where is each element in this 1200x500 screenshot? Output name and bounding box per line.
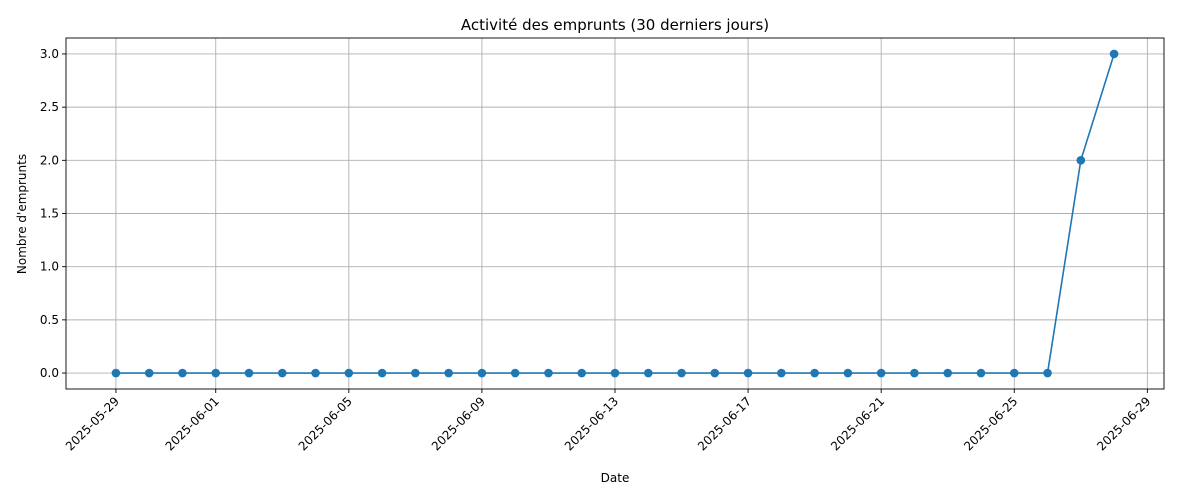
data-point [277,368,287,378]
x-tick-label: 2025-06-17 [695,394,754,453]
y-tick-label: 1.5 [40,207,59,221]
data-point [311,368,320,378]
x-tick-label: 2025-06-21 [828,394,887,453]
data-point [1009,368,1019,378]
chart-title: Activité des emprunts (30 derniers jours… [461,16,769,34]
data-point [111,368,121,378]
y-tick-label: 1.0 [40,260,59,274]
x-tick-label: 2025-06-09 [429,394,488,453]
x-tick-label: 2025-06-05 [296,394,355,453]
y-tick-label: 0.0 [40,366,59,380]
x-axis: 2025-05-29 2025-06-01 2025-06-05 2025-06-09… [63,389,1153,453]
data-point [344,368,354,378]
data-point [411,368,420,378]
y-tick-label: 0.5 [40,313,59,327]
x-tick-label: 2025-05-29 [63,394,122,453]
data-point [876,368,886,378]
data-point [244,368,254,378]
data-point [976,368,986,378]
data-point [178,368,187,378]
data-point [943,368,953,378]
data-point [444,368,453,378]
data-point [477,368,487,378]
data-point [810,368,819,378]
y-tick-label: 3.0 [40,47,59,61]
x-tick-label: 2025-06-13 [562,394,621,453]
series-group [111,49,1119,378]
grid [66,38,1164,389]
data-point [710,368,720,378]
data-point [777,368,786,378]
data-point [1043,368,1052,378]
x-tick-label: 2025-06-01 [163,394,222,453]
data-point [377,368,387,378]
y-tick-label: 2.5 [40,100,59,114]
data-point [577,368,587,378]
x-tick-label: 2025-06-29 [1094,394,1153,453]
y-axis: 0.0 0.5 1.0 1.5 2.0 2.5 3.0 [40,47,66,380]
data-point [910,368,919,378]
data-point [643,368,653,378]
data-point [211,368,221,378]
x-tick-label: 2025-06-25 [961,394,1020,453]
y-axis-title: Nombre d'emprunts [15,154,29,274]
data-point [1109,49,1119,59]
y-tick-label: 2.0 [40,153,59,167]
data-point [544,368,553,378]
data-point [510,368,520,378]
data-point [843,368,853,378]
data-point [677,368,686,378]
x-axis-title: Date [601,471,630,485]
data-point [1076,156,1086,165]
data-point [144,368,154,378]
data-point [743,368,753,378]
data-point [610,368,620,378]
